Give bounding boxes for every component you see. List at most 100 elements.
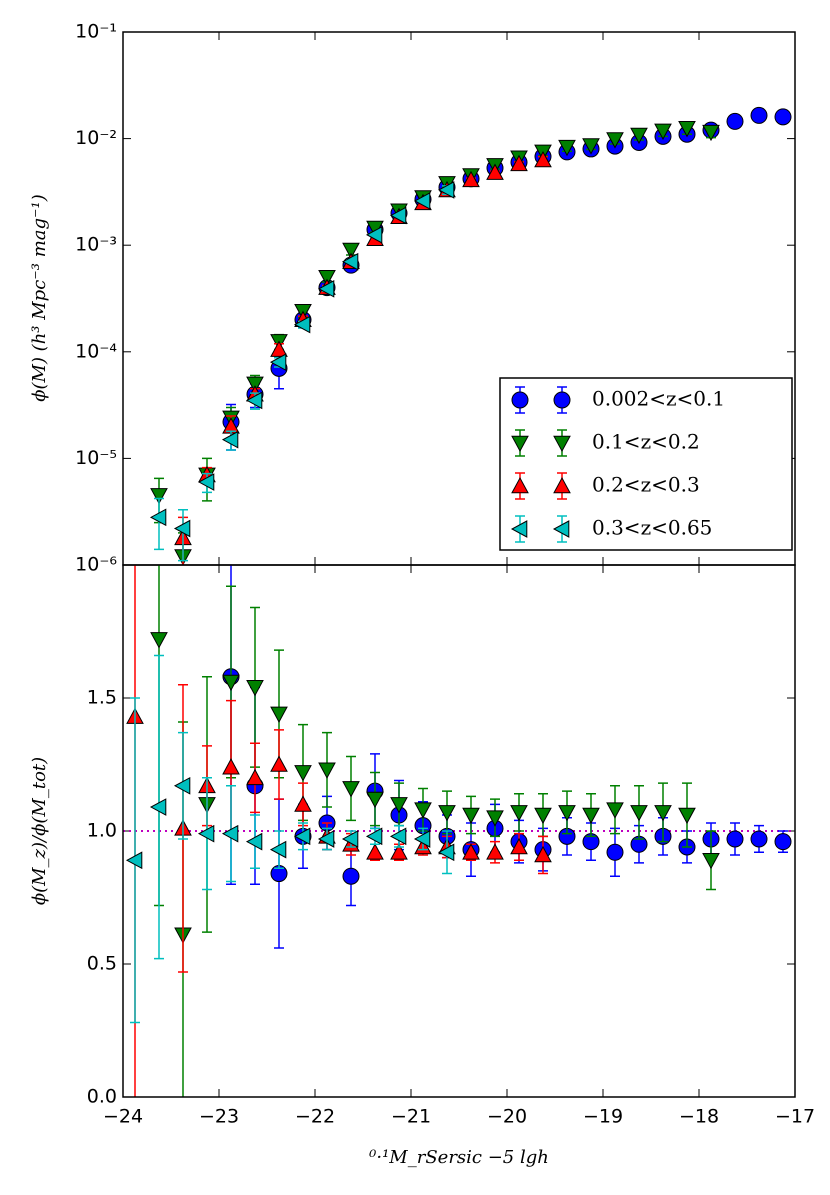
legend-box [499,377,793,551]
legend-marker [553,391,571,409]
marker [630,127,648,145]
marker [486,163,504,180]
legend-marker [510,520,528,538]
marker [221,430,239,449]
y-tick-label: 0.0 [87,1086,117,1108]
x-tick-label: −22 [295,1106,335,1128]
y-tick-label: 10⁻³ [75,234,117,256]
marker [582,138,600,155]
marker [149,798,167,816]
marker [486,810,504,827]
marker [702,852,720,870]
legend-label: 0.2<z<0.3 [592,473,700,497]
marker [342,781,360,798]
marker [702,124,720,142]
marker [293,315,311,334]
marker [341,252,359,271]
marker [462,170,480,188]
marker [678,120,696,138]
plot-area [149,106,792,565]
marker [317,279,335,298]
marker [270,340,288,357]
marker [654,805,672,822]
legend-label: 0.1<z<0.2 [592,430,700,454]
marker [341,830,359,848]
marker [438,805,456,822]
marker [606,802,624,819]
x-tick-label: −17 [775,1106,815,1128]
marker [222,758,240,775]
marker [510,154,528,172]
marker [390,797,408,814]
marker [270,755,288,772]
marker [365,226,383,244]
marker [293,827,311,846]
x-tick-label: −24 [103,1106,143,1128]
x-tick-label: −21 [391,1106,431,1128]
marker [197,473,215,491]
y-tick-label: 0.5 [87,953,117,975]
legend-marker [553,476,571,494]
marker [342,867,360,885]
marker [197,824,215,843]
legend-marker [511,476,529,494]
marker [366,791,384,809]
x-tick-label: −20 [487,1106,527,1128]
marker [534,150,552,168]
marker [534,845,552,863]
marker [270,706,288,724]
legend-label: 0.002<z<0.1 [592,387,725,411]
y-axis-label: ϕ(M_z)/ϕ(M_tot) [29,757,50,905]
marker [318,762,336,779]
y-tick-label: 1.0 [87,820,117,842]
marker [654,123,672,140]
marker [726,112,744,130]
marker [150,488,168,505]
plot-frame [122,564,796,1098]
y-tick-label: 10⁻⁵ [75,447,117,469]
marker [413,192,431,210]
legend-label: 0.3<z<0.65 [592,516,712,540]
marker [221,824,239,843]
marker [510,805,528,822]
marker [342,242,360,260]
marker [462,843,480,860]
marker [294,795,312,812]
y-tick-label: 1.5 [87,687,117,709]
marker [245,391,263,410]
marker [437,843,455,862]
marker [534,807,552,825]
marker [125,851,143,870]
legend-marker [553,435,571,453]
marker [294,765,312,782]
marker [365,827,383,846]
marker [389,206,407,225]
error-bar [178,508,188,562]
marker [774,833,792,851]
x-axis-label: ⁰·¹M_rSersic −5 lgh [368,1147,549,1168]
marker [149,508,167,527]
marker [366,843,384,860]
marker [606,843,624,861]
marker [462,807,480,825]
marker [269,353,287,371]
error-bar [154,497,164,551]
legend-marker [511,391,529,409]
legend-marker [511,435,529,453]
y-tick-label: 10⁻⁴ [75,340,117,362]
marker [317,830,335,848]
marker [389,827,407,846]
marker [558,139,576,157]
marker [245,832,263,851]
marker [413,830,431,848]
marker [774,108,792,126]
x-tick-label: −18 [679,1106,719,1128]
marker [246,680,264,697]
marker [246,768,264,786]
x-tick-label: −19 [583,1106,623,1128]
x-tick-label: −23 [199,1106,239,1128]
marker [246,376,264,393]
marker [678,807,696,825]
marker [750,830,768,848]
